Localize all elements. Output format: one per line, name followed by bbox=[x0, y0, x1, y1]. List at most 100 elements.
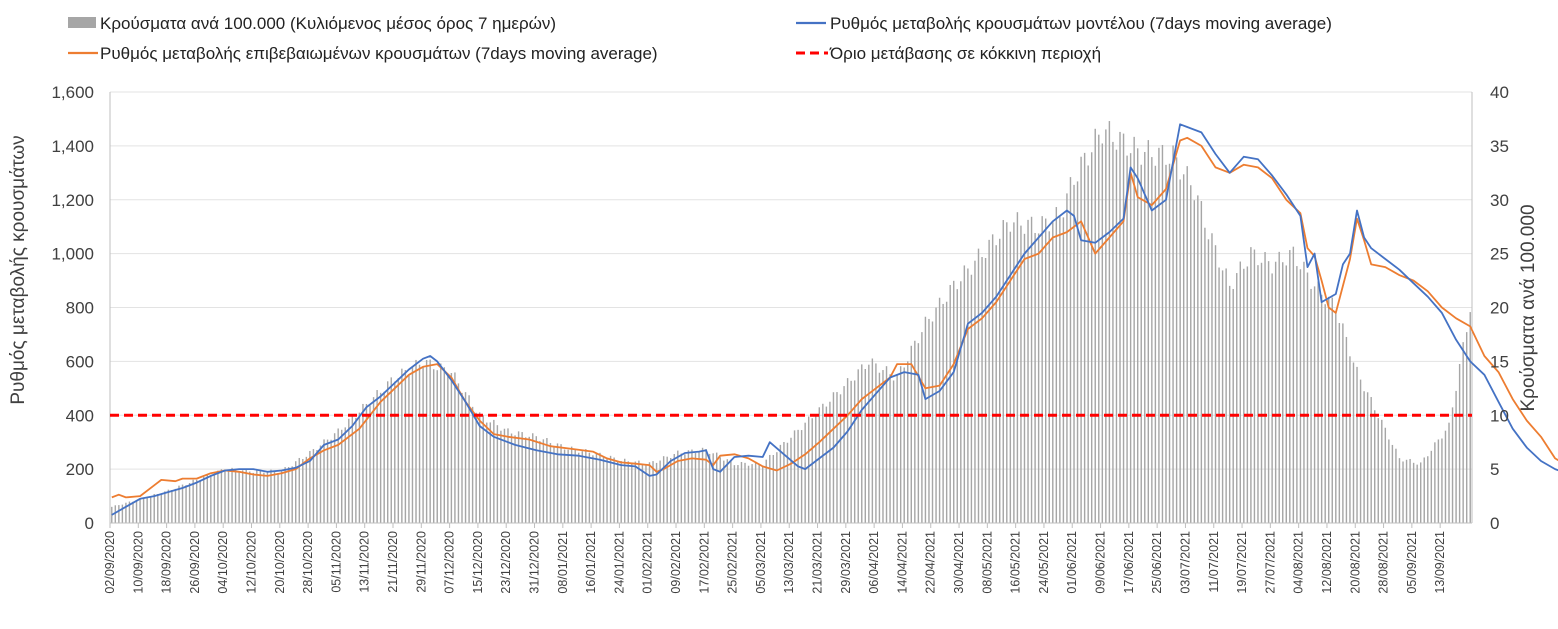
case-rate-bar bbox=[1076, 181, 1079, 523]
case-rate-bar bbox=[882, 370, 884, 523]
case-rate-bar bbox=[1094, 128, 1096, 524]
case-rate-bar bbox=[673, 454, 675, 523]
case-rate-bar bbox=[871, 358, 874, 523]
case-rate-bar bbox=[1193, 200, 1196, 523]
case-rate-bar bbox=[800, 430, 803, 523]
y-right-tick-label: 40 bbox=[1490, 83, 1509, 102]
case-rate-bar bbox=[443, 367, 446, 523]
case-rate-bar bbox=[606, 458, 608, 523]
case-rate-bar bbox=[1345, 336, 1348, 523]
case-rate-bar bbox=[1465, 332, 1468, 523]
case-rate-bar bbox=[125, 502, 127, 523]
case-rate-bar bbox=[464, 392, 467, 523]
case-rate-bar bbox=[1041, 216, 1043, 523]
y-left-tick-label: 400 bbox=[66, 406, 94, 425]
case-rate-bar bbox=[1405, 459, 1408, 523]
case-rate-bar bbox=[836, 392, 838, 523]
case-rate-bar bbox=[493, 419, 495, 523]
case-rate-bar bbox=[723, 460, 725, 523]
case-rate-bar bbox=[114, 505, 117, 523]
case-rate-bar bbox=[850, 380, 852, 523]
x-tick-label: 16/05/2021 bbox=[1009, 531, 1023, 594]
case-rate-bar bbox=[1420, 462, 1422, 523]
case-rate-bar bbox=[666, 456, 668, 523]
case-rate-bar bbox=[355, 417, 357, 523]
case-rate-bar bbox=[585, 449, 587, 523]
case-rate-bar bbox=[524, 437, 527, 523]
case-rate-bar bbox=[1289, 250, 1291, 523]
y-right-tick-label: 25 bbox=[1490, 245, 1509, 264]
y-right-tick-label: 30 bbox=[1490, 191, 1509, 210]
x-tick-label: 17/06/2021 bbox=[1122, 531, 1136, 594]
case-rate-bar bbox=[440, 363, 442, 523]
case-rate-bar bbox=[1427, 456, 1429, 523]
case-rate-bar bbox=[1200, 201, 1203, 523]
case-rate-bar bbox=[503, 428, 506, 523]
case-rate-bar bbox=[1434, 442, 1436, 523]
case-rate-bar bbox=[394, 381, 396, 523]
case-rate-bar bbox=[174, 488, 177, 523]
case-rate-bar bbox=[790, 437, 792, 523]
case-rate-bar bbox=[691, 449, 693, 523]
x-tick-label: 21/03/2021 bbox=[811, 531, 825, 594]
case-rate-bar bbox=[160, 493, 163, 523]
y-left-tick-label: 1,200 bbox=[51, 191, 94, 210]
case-rate-bar bbox=[1366, 392, 1369, 523]
y-right-axis-title: Κρούσματα ανά 100.000 bbox=[1518, 204, 1539, 411]
series-line bbox=[111, 136, 1558, 499]
case-rate-bar bbox=[1228, 285, 1231, 523]
case-rate-bar bbox=[1165, 164, 1167, 523]
case-rate-bar bbox=[1278, 251, 1280, 524]
case-rate-bar bbox=[1020, 225, 1022, 523]
case-rate-bar bbox=[758, 463, 760, 523]
case-rate-bar bbox=[726, 459, 729, 523]
case-rate-bar bbox=[461, 392, 463, 523]
case-rate-bar bbox=[620, 461, 622, 523]
case-rate-bar bbox=[815, 416, 817, 523]
case-rate-bar bbox=[471, 406, 474, 523]
case-rate-bar bbox=[910, 345, 912, 523]
case-rate-bar bbox=[1285, 265, 1287, 523]
case-rate-bar bbox=[249, 471, 251, 523]
case-rate-bar bbox=[1221, 270, 1224, 523]
case-rate-bar bbox=[578, 452, 580, 523]
case-rate-bar bbox=[1211, 233, 1213, 523]
case-rate-bar bbox=[705, 449, 707, 523]
case-rate-bar bbox=[139, 498, 141, 523]
case-rate-bar bbox=[510, 433, 513, 523]
x-tick-label: 05/03/2021 bbox=[754, 531, 768, 594]
case-rate-bar bbox=[839, 394, 842, 523]
case-rate-bar bbox=[351, 415, 354, 523]
case-rate-bar bbox=[1190, 185, 1192, 523]
case-rate-bar bbox=[772, 455, 775, 523]
case-rate-bar bbox=[1108, 121, 1111, 524]
legend-label-confirmed: Ρυθμός μεταβολής επιβεβαιωμένων κρουσμάτ… bbox=[100, 44, 658, 63]
case-rate-bar bbox=[521, 432, 523, 523]
case-rate-bar bbox=[217, 470, 219, 523]
case-rate-bar bbox=[1374, 410, 1376, 523]
case-rate-bar bbox=[418, 364, 421, 523]
case-rate-bar bbox=[1013, 222, 1015, 523]
x-tick-label: 05/11/2020 bbox=[329, 531, 343, 593]
y-right-tick-label: 0 bbox=[1490, 514, 1499, 533]
case-rate-bar bbox=[1129, 153, 1132, 523]
case-rate-bar bbox=[1232, 288, 1234, 523]
y-right-tick-label: 5 bbox=[1490, 460, 1499, 479]
case-rate-bar bbox=[1299, 269, 1302, 523]
case-rate-bar bbox=[779, 444, 782, 523]
case-rate-bar bbox=[157, 494, 159, 523]
case-rate-bar bbox=[1059, 216, 1061, 523]
case-rate-bar bbox=[450, 373, 453, 523]
case-rate-bar bbox=[995, 245, 997, 523]
case-rate-bar bbox=[917, 343, 920, 523]
case-rate-bar bbox=[740, 461, 743, 523]
case-rate-bar bbox=[330, 439, 332, 523]
case-rate-bar bbox=[698, 451, 700, 523]
case-rate-bar bbox=[1359, 379, 1362, 523]
case-rate-bar bbox=[822, 403, 824, 523]
case-rate-bar bbox=[1161, 144, 1164, 523]
case-rate-bar bbox=[146, 498, 148, 523]
x-tick-label: 19/07/2021 bbox=[1235, 531, 1249, 594]
case-rate-bar bbox=[305, 456, 308, 523]
